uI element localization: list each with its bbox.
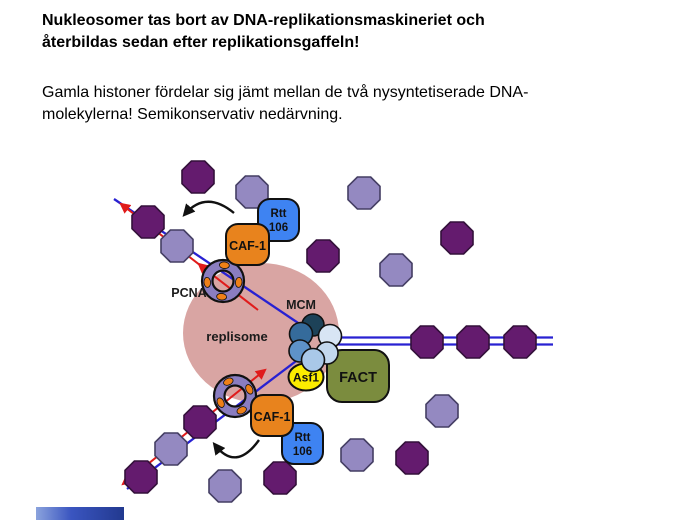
caf1-box-upper: CAF-1 — [225, 223, 270, 266]
title-line-1: Nukleosomer tas bort av DNA-replikations… — [42, 12, 485, 29]
histone-octagon-new — [154, 432, 188, 466]
rtt106-box-lower: Rtt 106 — [281, 422, 324, 465]
histone-octagon-old — [395, 441, 429, 475]
histone-octagon-old — [306, 239, 340, 273]
pcna-subunit-dot — [218, 261, 230, 269]
title-line-2: återbildas sedan efter replikationsgaffe… — [42, 34, 360, 51]
histone-octagon-new — [160, 229, 194, 263]
histone-octagon-new — [425, 394, 459, 428]
histone-octagon-old — [181, 160, 215, 194]
histone-octagon-old — [456, 325, 490, 359]
histone-octagon-new — [347, 176, 381, 210]
rtt106-label-line1: Rtt — [271, 208, 287, 220]
caf1-label-lower: CAF-1 — [254, 410, 291, 424]
histone-octagon-old — [183, 405, 217, 439]
footer-accent-bar — [36, 507, 124, 520]
asf1-label: Asf1 — [293, 371, 319, 385]
pcna-subunit-dot — [223, 377, 234, 386]
pcna-subunit-dot — [245, 384, 254, 395]
histone-transfer-arrow-upper — [182, 200, 235, 217]
pcna-subunit-dot — [216, 293, 228, 301]
caf1-label-upper: CAF-1 — [229, 239, 266, 253]
pcna-subunit-dot — [216, 397, 225, 408]
paragraph-line-1: Gamla histoner fördelar sig jämt mellan … — [42, 84, 529, 101]
histone-octagon-old — [124, 460, 158, 494]
fact-label: FACT — [339, 370, 377, 386]
rtt106-label-line1: Rtt — [295, 432, 311, 444]
pcna-subunit-dot — [236, 406, 247, 415]
mcm-helicase-cluster — [288, 313, 343, 373]
histone-transfer-arrow-lower — [212, 439, 260, 459]
rtt106-label-line2: 106 — [269, 222, 288, 234]
pcna-subunit-dot — [235, 276, 243, 288]
pcna-label: PCNA — [171, 286, 206, 300]
pcna-dots-layer — [203, 261, 254, 415]
rtt106-label-line2: 106 — [293, 446, 312, 458]
pcna-subunit-dot — [203, 276, 211, 288]
fact-box: FACT — [326, 349, 390, 403]
histone-octagon-old — [131, 205, 165, 239]
slide-paragraph: Gamla histoner fördelar sig jämt mellan … — [42, 82, 674, 126]
histone-octagon-new — [208, 469, 242, 503]
histone-octagon-old — [263, 461, 297, 495]
replisome-label: replisome — [206, 329, 267, 344]
histone-octagon-new — [379, 253, 413, 287]
pcna-clamp-lower — [212, 373, 258, 419]
histone-octagon-old — [440, 221, 474, 255]
caf1-box-lower: CAF-1 — [250, 394, 294, 437]
histone-octagon-new — [340, 438, 374, 472]
mcm-label: MCM — [286, 298, 316, 312]
histone-octagon-old — [410, 325, 444, 359]
paragraph-line-2: molekylerna! Semikonservativ nedärvning. — [42, 106, 343, 123]
slide-title: Nukleosomer tas bort av DNA-replikations… — [42, 10, 674, 54]
histone-octagon-old — [503, 325, 537, 359]
